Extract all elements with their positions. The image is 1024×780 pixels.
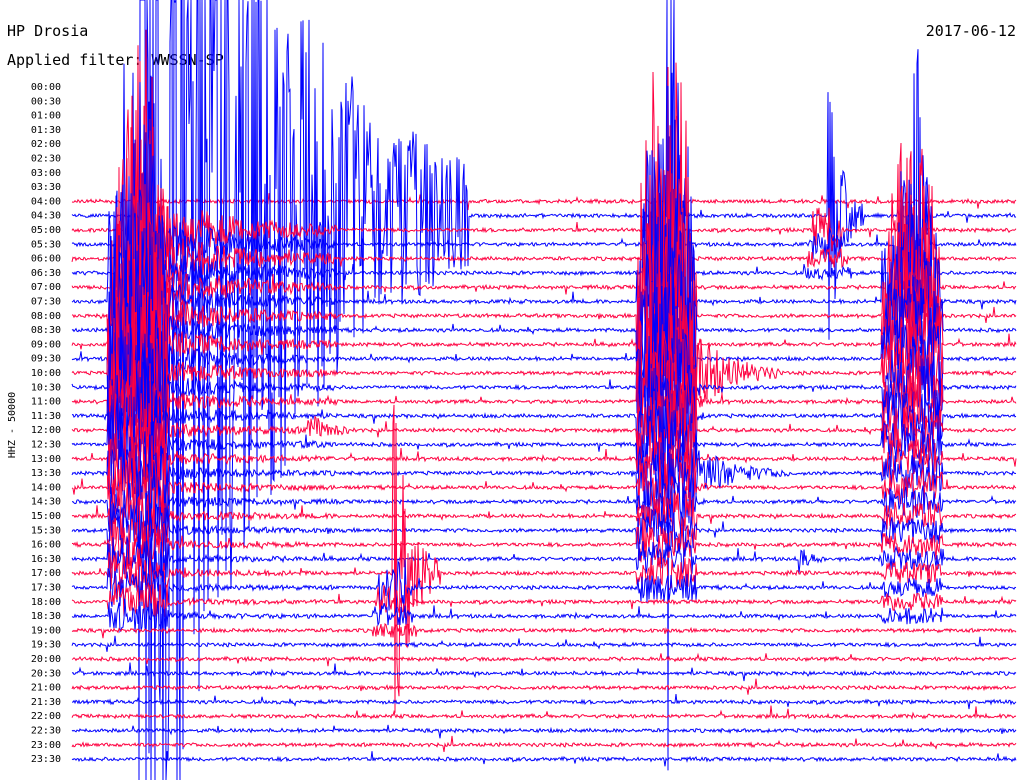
tick-label: 16:00 xyxy=(31,540,61,551)
tick-label: 09:30 xyxy=(31,354,61,365)
tick-label: 07:00 xyxy=(31,282,61,293)
tick-label: 01:00 xyxy=(31,111,61,122)
tick-label: 15:00 xyxy=(31,511,61,522)
tick-label: 09:00 xyxy=(31,339,61,350)
trace-line xyxy=(71,124,1017,419)
trace-line xyxy=(71,202,1017,428)
tick-label: 12:30 xyxy=(31,440,61,451)
seismic-traces xyxy=(71,0,1017,780)
tick-label: 06:00 xyxy=(31,254,61,265)
tick-label: 02:30 xyxy=(31,154,61,165)
trace-line xyxy=(71,248,1017,440)
trace-line xyxy=(71,598,1017,634)
trace-line xyxy=(71,95,1017,423)
trace-line xyxy=(71,176,1017,420)
tick-label: 10:00 xyxy=(31,368,61,379)
tick-label: 17:30 xyxy=(31,583,61,594)
tick-label: 10:30 xyxy=(31,382,61,393)
trace-line xyxy=(71,338,1017,466)
tick-label: 04:30 xyxy=(31,211,61,222)
tick-label: 14:00 xyxy=(31,482,61,493)
trace-line xyxy=(71,434,1017,514)
trace-line xyxy=(71,297,1017,451)
trace-line xyxy=(71,226,1017,436)
tick-label: 05:00 xyxy=(31,225,61,236)
tick-label: 23:30 xyxy=(31,754,61,765)
tick-label: 08:30 xyxy=(31,325,61,336)
tick-label: 16:30 xyxy=(31,554,61,565)
tick-label: 13:30 xyxy=(31,468,61,479)
tick-label: 22:00 xyxy=(31,711,61,722)
tick-label: 23:00 xyxy=(31,740,61,751)
trace-line xyxy=(71,357,1017,474)
trace-line xyxy=(71,451,1017,524)
trace-line xyxy=(71,559,1017,616)
tick-label: 15:30 xyxy=(31,525,61,536)
tick-label: 18:00 xyxy=(31,597,61,608)
trace-line xyxy=(71,678,1017,695)
tick-label: 00:30 xyxy=(31,96,61,107)
trace-line xyxy=(71,479,1017,548)
trace-line xyxy=(71,29,1017,422)
tick-label: 13:00 xyxy=(31,454,61,465)
tick-label: 20:30 xyxy=(31,668,61,679)
tick-label: 02:00 xyxy=(31,139,61,150)
trace-line xyxy=(71,705,1017,720)
tick-label: 21:30 xyxy=(31,697,61,708)
trace-line xyxy=(71,751,1017,767)
tick-label: 01:30 xyxy=(31,125,61,136)
tick-label: 18:30 xyxy=(31,611,61,622)
trace-line xyxy=(71,470,1017,535)
trace-line xyxy=(71,414,1017,501)
tick-label: 00:00 xyxy=(31,82,61,93)
tick-label: 03:30 xyxy=(31,182,61,193)
date-label: 2017-06-12 xyxy=(926,22,1016,40)
tick-label: 17:00 xyxy=(31,568,61,579)
tick-label: 11:00 xyxy=(31,397,61,408)
trace-line xyxy=(71,63,1017,404)
trace-line xyxy=(71,536,1017,583)
tick-label: 05:30 xyxy=(31,239,61,250)
tick-label: 19:00 xyxy=(31,625,61,636)
trace-line xyxy=(71,635,1017,652)
tick-label: 08:00 xyxy=(31,311,61,322)
tick-label: 07:30 xyxy=(31,297,61,308)
trace-line xyxy=(71,158,1017,416)
tick-label: 14:30 xyxy=(31,497,61,508)
tick-label: 06:30 xyxy=(31,268,61,279)
trace-line xyxy=(71,662,1017,682)
trace-line xyxy=(71,623,1017,639)
trace-line xyxy=(71,396,1017,489)
trace-line xyxy=(71,404,1017,713)
time-tick-labels: 00:00 00:30 01:00 01:30 02:00 02:30 03:00 03:30… xyxy=(31,82,61,765)
tick-label: 20:00 xyxy=(31,654,61,665)
trace-line xyxy=(71,315,1017,457)
tick-label: 03:00 xyxy=(31,168,61,179)
tick-label: 11:30 xyxy=(31,411,61,422)
trace-line xyxy=(71,380,1017,484)
trace-line xyxy=(71,652,1017,667)
trace-line xyxy=(71,735,1017,752)
trace-line xyxy=(71,502,1017,559)
y-axis-label: HHZ - 50000 xyxy=(7,392,18,458)
trace-line xyxy=(71,275,1017,440)
station-title: HP Drosia xyxy=(7,22,88,40)
trace-line xyxy=(72,693,1017,710)
trace-line xyxy=(71,583,1017,618)
tick-label: 04:00 xyxy=(31,196,61,207)
tick-label: 19:30 xyxy=(31,640,61,651)
trace-line xyxy=(71,724,1017,739)
trace-line xyxy=(71,518,1017,570)
tick-label: 22:30 xyxy=(31,726,61,737)
tick-label: 12:00 xyxy=(31,425,61,436)
tick-label: 21:00 xyxy=(31,683,61,694)
